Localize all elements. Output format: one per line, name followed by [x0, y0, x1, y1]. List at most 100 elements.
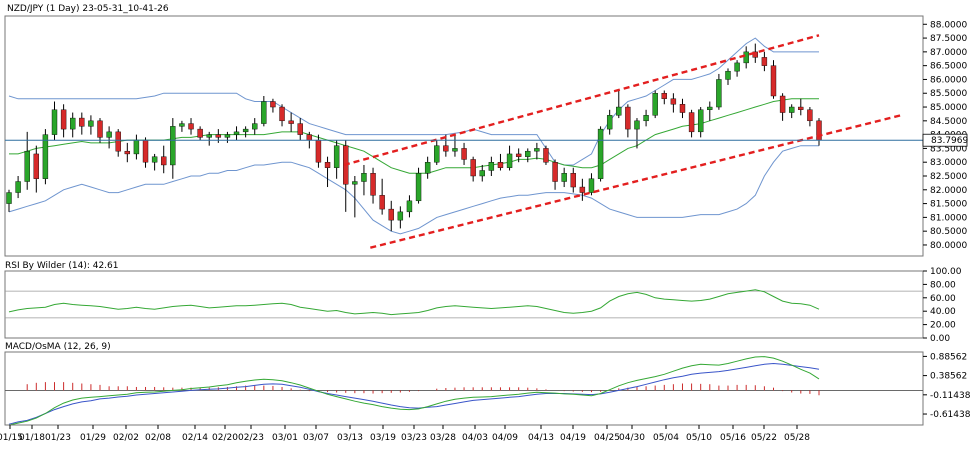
- candle-bearish: [470, 159, 476, 177]
- candle-bearish: [515, 153, 522, 157]
- x-tick-label: 04/19: [560, 433, 586, 443]
- candle-bullish: [561, 173, 567, 182]
- rsi-tick-label: 100.00: [930, 267, 962, 277]
- candle-bearish: [670, 98, 677, 105]
- candle-bullish: [434, 145, 440, 163]
- macd-tick-label: -0.61438: [930, 410, 971, 420]
- price-tick-label: 87.5000: [930, 34, 967, 44]
- x-tick-label: 03/19: [370, 433, 396, 443]
- x-tick-label: 04/13: [528, 433, 554, 443]
- x-tick-label: 01/29: [80, 433, 106, 443]
- candle-bearish: [443, 145, 449, 152]
- candle-bullish: [333, 145, 340, 168]
- price-pane-title: NZD/JPY (1 Day) 23-05-31_10-41-26: [7, 4, 169, 14]
- candle-bullish: [352, 181, 358, 185]
- x-tick-label: 05/16: [720, 433, 746, 443]
- macd-tick-label: -0.11438: [930, 391, 971, 401]
- price-tick-label: 85.5000: [930, 89, 967, 99]
- bollinger-lower-line: [8, 145, 819, 235]
- current-price-label: 83.7969: [931, 136, 968, 146]
- rsi-line: [8, 289, 820, 316]
- macd-line: [8, 362, 820, 425]
- candle-bearish: [115, 131, 121, 152]
- x-tick-label: 02/14: [182, 433, 208, 443]
- candle-bullish: [697, 109, 704, 133]
- candle-bullish: [151, 156, 158, 163]
- candle-bullish: [616, 106, 622, 116]
- trend-channel-lower: [370, 114, 902, 249]
- x-tick-label: 01/18: [19, 433, 45, 443]
- candle-bearish: [288, 120, 294, 124]
- candle-bullish: [452, 148, 458, 152]
- candle-bearish: [197, 128, 203, 138]
- price-pane: [4, 15, 924, 257]
- candle-bearish: [161, 156, 167, 166]
- rsi-tick-label: 60.00: [930, 294, 956, 304]
- bollinger-upper-line: [8, 37, 819, 166]
- rsi-pane-title: RSI By Wilder (14): 42.61: [5, 261, 119, 271]
- candle-bullish: [252, 123, 258, 130]
- candle-bearish: [124, 150, 131, 155]
- candle-bearish: [679, 104, 686, 113]
- x-tick-label: 01/15: [0, 433, 23, 443]
- candle-bullish: [634, 120, 640, 130]
- x-tick-label: 02/20: [212, 433, 238, 443]
- candle-bullish: [42, 134, 49, 179]
- candle-bullish: [88, 120, 94, 127]
- candle-bearish: [270, 101, 276, 108]
- candle-bearish: [215, 134, 222, 138]
- candle-bullish: [6, 192, 12, 204]
- candle-bullish: [525, 150, 531, 157]
- trend-channel-upper: [343, 34, 820, 167]
- candle-bullish: [361, 173, 367, 182]
- candle-bearish: [579, 186, 586, 193]
- candle-bullish: [743, 51, 749, 64]
- price-tick-label: 85.0000: [930, 103, 967, 113]
- candle-bearish: [79, 117, 85, 127]
- price-tick-label: 80.0000: [930, 241, 967, 251]
- candle-bullish: [106, 131, 112, 138]
- x-tick-label: 05/04: [653, 433, 679, 443]
- rsi-tick-label: 80.00: [930, 280, 956, 290]
- candle-bearish: [379, 195, 385, 210]
- candle-bullish: [424, 162, 431, 174]
- x-tick-label: 03/01: [272, 433, 298, 443]
- candle-bullish: [734, 62, 740, 72]
- candle-bullish: [179, 123, 185, 127]
- rsi-tick-label: 40.00: [930, 307, 956, 317]
- candle-bullish: [716, 79, 722, 108]
- x-tick-label: 04/03: [462, 433, 488, 443]
- price-tick-label: 88.0000: [930, 20, 967, 30]
- candle-bullish: [606, 115, 613, 130]
- x-tick-label: 02/23: [238, 433, 264, 443]
- candle-bearish: [625, 106, 631, 130]
- price-tick-label: 87.0000: [930, 48, 967, 58]
- candle-bearish: [798, 106, 804, 110]
- rsi-tick-label: 20.00: [930, 321, 956, 331]
- price-tick-label: 82.0000: [930, 186, 967, 196]
- candle-bullish: [643, 115, 649, 122]
- candle-bullish: [415, 173, 422, 202]
- candle-bullish: [397, 211, 404, 221]
- candle-bearish: [324, 162, 331, 168]
- candle-bullish: [15, 181, 21, 193]
- price-tick-label: 80.5000: [930, 227, 967, 237]
- candle-bullish: [725, 70, 731, 80]
- candle-bearish: [60, 109, 67, 130]
- candle-bearish: [497, 162, 504, 168]
- candle-bullish: [406, 200, 413, 213]
- x-tick-label: 03/13: [337, 433, 363, 443]
- x-tick-label: 04/25: [594, 433, 620, 443]
- x-tick-label: 04/30: [619, 433, 645, 443]
- x-tick-label: 05/10: [686, 433, 712, 443]
- x-tick-label: 05/22: [751, 433, 777, 443]
- candle-bullish: [233, 131, 240, 135]
- candle-bearish: [315, 139, 322, 163]
- price-tick-label: 81.5000: [930, 200, 967, 210]
- candle-bullish: [224, 134, 231, 138]
- candle-bearish: [279, 106, 285, 122]
- candle-bearish: [297, 123, 303, 135]
- candle-bullish: [133, 139, 140, 155]
- price-tick-label: 83.5000: [930, 144, 967, 154]
- candle-bearish: [97, 120, 103, 138]
